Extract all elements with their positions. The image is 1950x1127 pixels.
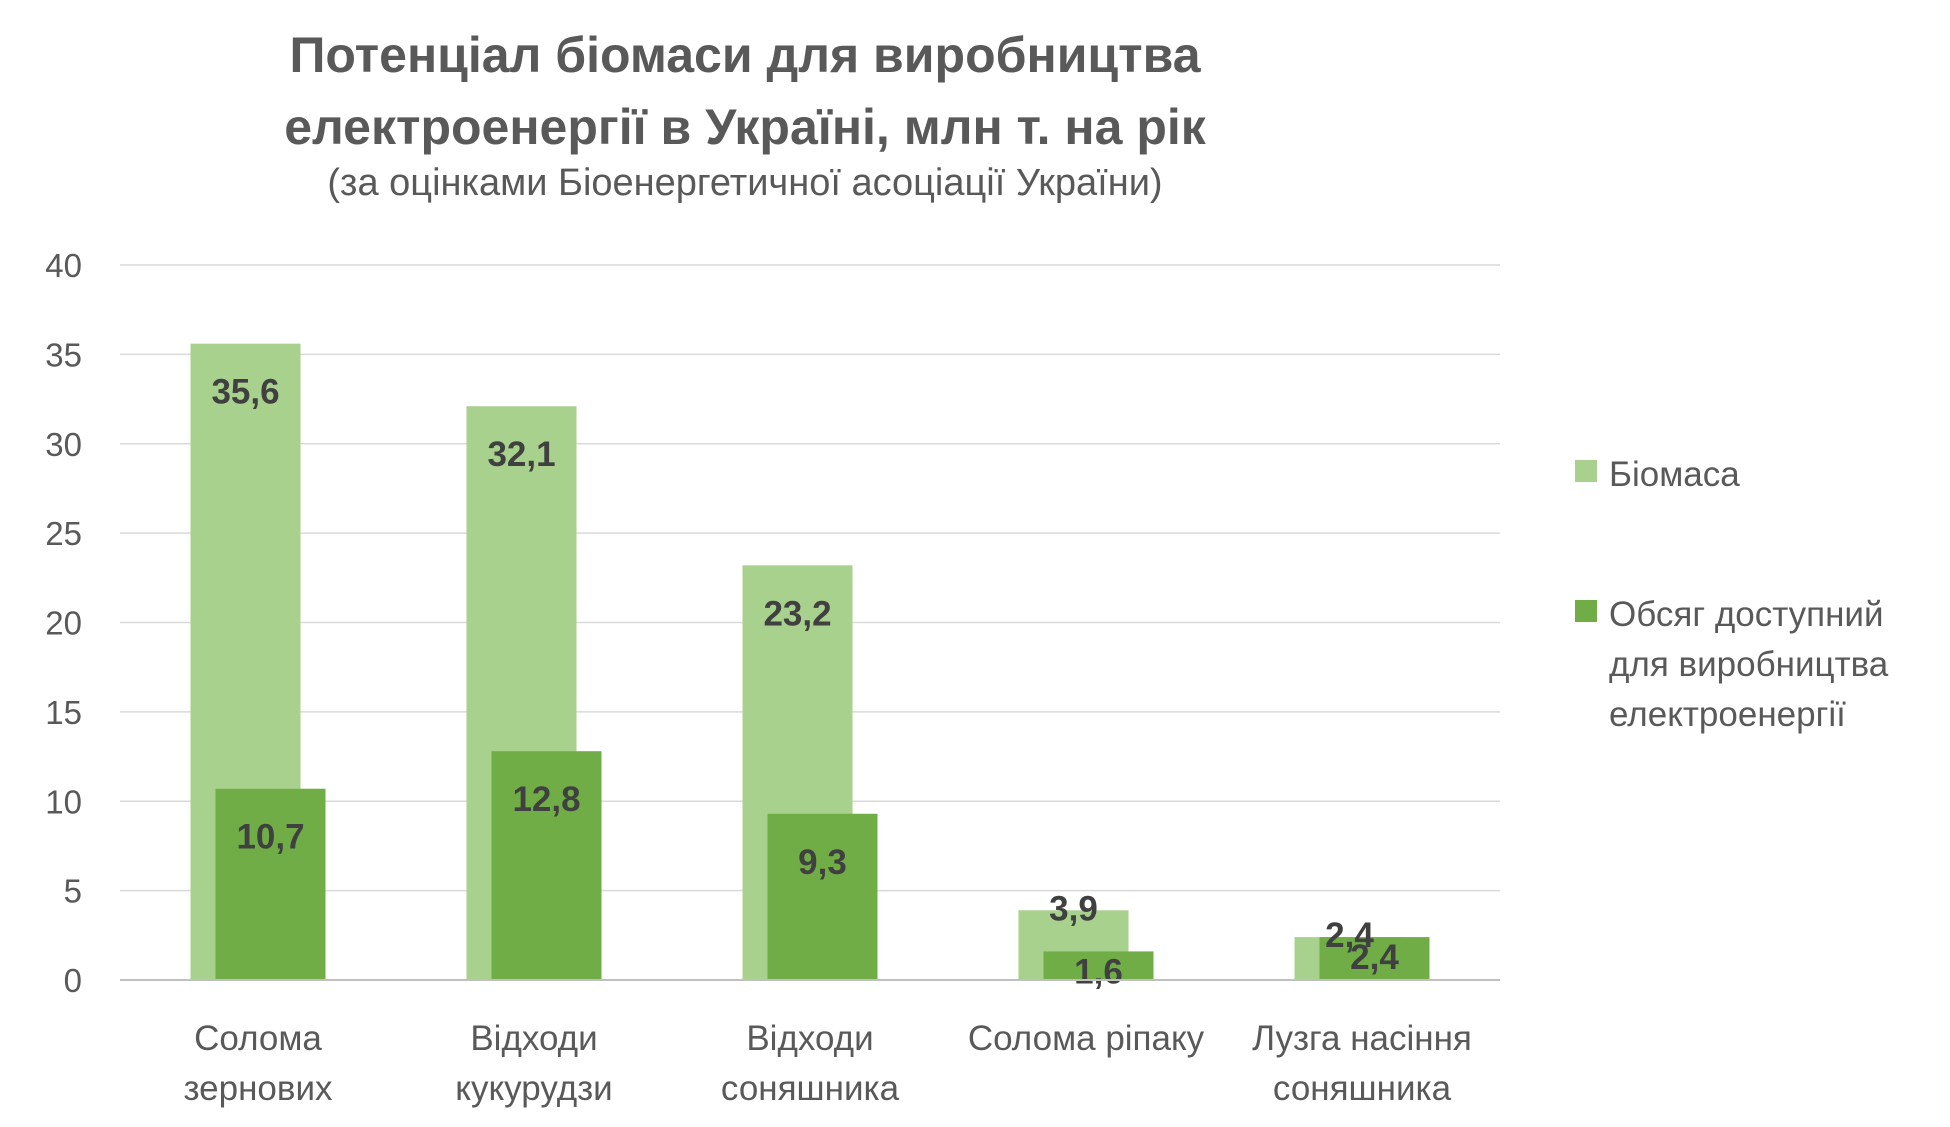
- x-category-label: соняшника: [721, 1069, 900, 1108]
- legend-item-biomass: Біомаса: [1575, 450, 1949, 500]
- y-tick-label: 20: [45, 605, 82, 642]
- data-label-biomass: 32,1: [487, 435, 555, 474]
- legend-swatch-biomass: [1575, 460, 1597, 482]
- data-label-biomass: 23,2: [763, 594, 831, 633]
- legend-item-available: Обсяг доступний для виробництва електрое…: [1575, 590, 1949, 740]
- y-tick-label: 0: [64, 962, 82, 999]
- y-tick-label: 40: [45, 247, 82, 284]
- x-category-label: Відходи: [470, 1019, 597, 1058]
- data-label-biomass: 35,6: [211, 373, 279, 412]
- x-category-label: Солома: [194, 1019, 322, 1058]
- legend-swatch-available: [1575, 600, 1597, 622]
- bar-available: [491, 751, 602, 980]
- data-label-available: 1,6: [1074, 952, 1123, 991]
- data-label-available: 9,3: [798, 843, 847, 882]
- legend-label-biomass-line-1: Біомаса: [1609, 455, 1740, 494]
- y-tick-label: 15: [45, 694, 82, 731]
- bar-available: [1043, 951, 1154, 980]
- legend-label-available-line-3: електроенергії: [1609, 695, 1846, 734]
- data-label-biomass: 2,4: [1325, 916, 1374, 955]
- chart-title-line-2: електроенергії в Україні, млн т. на рік: [284, 99, 1206, 155]
- y-tick-label: 35: [45, 336, 82, 373]
- legend-label-available-line-1: Обсяг доступний: [1609, 595, 1884, 634]
- x-category-label: соняшника: [1273, 1069, 1452, 1108]
- x-category-label: кукурудзи: [455, 1069, 612, 1108]
- data-label-available: 12,8: [512, 780, 580, 819]
- x-category-label: Лузга насіння: [1252, 1019, 1472, 1058]
- data-label-biomass: 3,9: [1049, 889, 1098, 928]
- y-tick-label: 30: [45, 426, 82, 463]
- x-category-label: Солома ріпаку: [968, 1019, 1205, 1058]
- data-label-available: 2,4: [1350, 938, 1399, 977]
- y-tick-label: 10: [45, 783, 82, 820]
- bar-available: [1319, 937, 1430, 980]
- bar-available: [215, 788, 326, 980]
- x-category-label: зернових: [183, 1069, 333, 1108]
- legend-label-available: Обсяг доступний для виробництва електрое…: [1609, 590, 1949, 740]
- chart-subtitle: (за оцінками Біоенергетичної асоціації У…: [327, 162, 1163, 204]
- y-tick-label: 25: [45, 515, 82, 552]
- y-tick-label: 5: [64, 873, 82, 910]
- legend-label-biomass: Біомаса: [1609, 450, 1949, 500]
- bar-available: [767, 813, 878, 980]
- legend-label-available-line-2: для виробництва: [1609, 645, 1889, 684]
- x-category-label: Відходи: [746, 1019, 873, 1058]
- chart-title-line-1: Потенціал біомаси для виробництва: [289, 27, 1201, 83]
- data-label-available: 10,7: [236, 818, 304, 857]
